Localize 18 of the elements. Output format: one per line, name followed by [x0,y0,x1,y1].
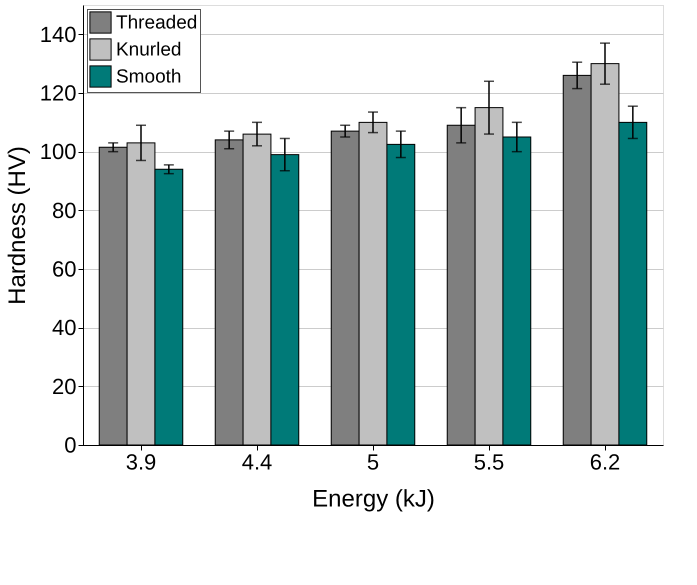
y-tick-label: 80 [52,198,76,223]
x-tick-label: 4.4 [242,450,272,474]
y-tick-label: 60 [52,256,76,282]
legend-label: Smooth [116,66,182,88]
x-tick-label: 6.2 [590,450,620,474]
y-tick-label: 100 [40,139,76,164]
x-tick-label: 5.5 [474,450,504,474]
y-tick-label: 20 [52,374,76,399]
y-tick-label: 140 [40,22,76,47]
y-tick-label: 40 [52,315,76,340]
x-tick-label: 3.9 [126,450,156,474]
y-tick-label: 0 [64,432,76,458]
y-axis-title: Hardness (HV) [4,146,31,305]
legend-label: Threaded [116,12,198,34]
legend-label: Knurled [116,40,182,60]
x-axis-title: Energy (kJ) [312,486,435,512]
x-tick-label: 5 [366,450,380,474]
y-tick-label: 120 [40,80,76,106]
